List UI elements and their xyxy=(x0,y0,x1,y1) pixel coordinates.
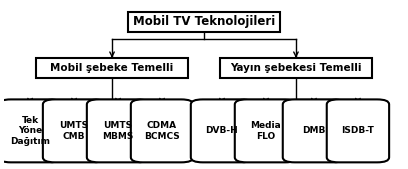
FancyBboxPatch shape xyxy=(283,99,345,162)
Text: UMTS
CMB: UMTS CMB xyxy=(60,121,89,141)
Text: Yayın şebekesi Temelli: Yayın şebekesi Temelli xyxy=(230,63,362,73)
Text: DVB-H: DVB-H xyxy=(206,126,238,135)
Text: Media
FLO: Media FLO xyxy=(251,121,282,141)
FancyBboxPatch shape xyxy=(43,99,105,162)
FancyBboxPatch shape xyxy=(128,12,280,31)
Text: DMB: DMB xyxy=(302,126,326,135)
Text: ISDB-T: ISDB-T xyxy=(341,126,375,135)
FancyBboxPatch shape xyxy=(235,99,297,162)
Text: Mobil TV Teknolojileri: Mobil TV Teknolojileri xyxy=(133,15,275,28)
FancyBboxPatch shape xyxy=(87,99,149,162)
FancyBboxPatch shape xyxy=(131,99,193,162)
FancyBboxPatch shape xyxy=(36,58,188,78)
Text: Tek
Yöne
Dağıtım: Tek Yöne Dağıtım xyxy=(10,116,50,146)
FancyBboxPatch shape xyxy=(220,58,372,78)
FancyBboxPatch shape xyxy=(191,99,253,162)
Text: UMTS
MBMS: UMTS MBMS xyxy=(102,121,134,141)
Text: Mobil şebeke Temelli: Mobil şebeke Temelli xyxy=(51,63,174,73)
FancyBboxPatch shape xyxy=(327,99,389,162)
FancyBboxPatch shape xyxy=(0,99,61,162)
Text: CDMA
BCMCS: CDMA BCMCS xyxy=(144,121,180,141)
